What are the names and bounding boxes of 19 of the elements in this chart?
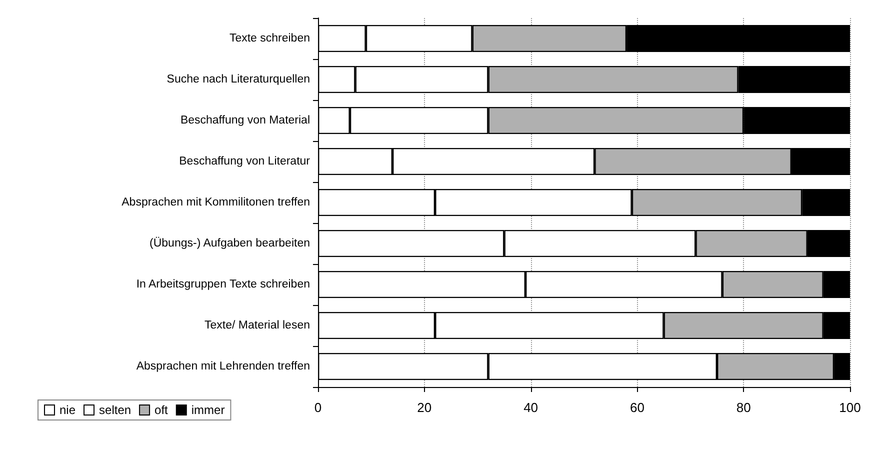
x-tick-label: 40 <box>524 400 538 415</box>
legend-label: immer <box>191 403 225 417</box>
x-tick-label: 80 <box>736 400 751 415</box>
y-tick-label: Absprachen mit Lehrenden treffen <box>136 360 310 372</box>
y-tick-label: Absprachen mit Kommilitonen treffen <box>122 196 310 208</box>
x-tick-label: 100 <box>839 400 861 415</box>
y-tick-label: Texte schreiben <box>229 32 310 44</box>
y-tick-label: Beschaffung von Material <box>180 114 310 126</box>
legend-label: selten <box>99 403 132 417</box>
x-tick-label: 0 <box>314 400 322 415</box>
y-tick-label: Texte/ Material lesen <box>204 320 310 332</box>
y-tick-label: In Arbeitsgruppen Texte schreiben <box>136 278 310 290</box>
y-tick-label: Beschaffung von Literatur <box>179 156 310 168</box>
legend-label: nie <box>60 403 76 417</box>
legend-label: oft <box>154 403 169 417</box>
y-tick-label: Suche nach Literaturquellen <box>166 74 310 86</box>
x-tick-label: 20 <box>417 400 432 415</box>
y-tick-label: (Übungs-) Aufgaben bearbeiten <box>150 236 310 250</box>
x-tick-label: 60 <box>630 400 644 415</box>
